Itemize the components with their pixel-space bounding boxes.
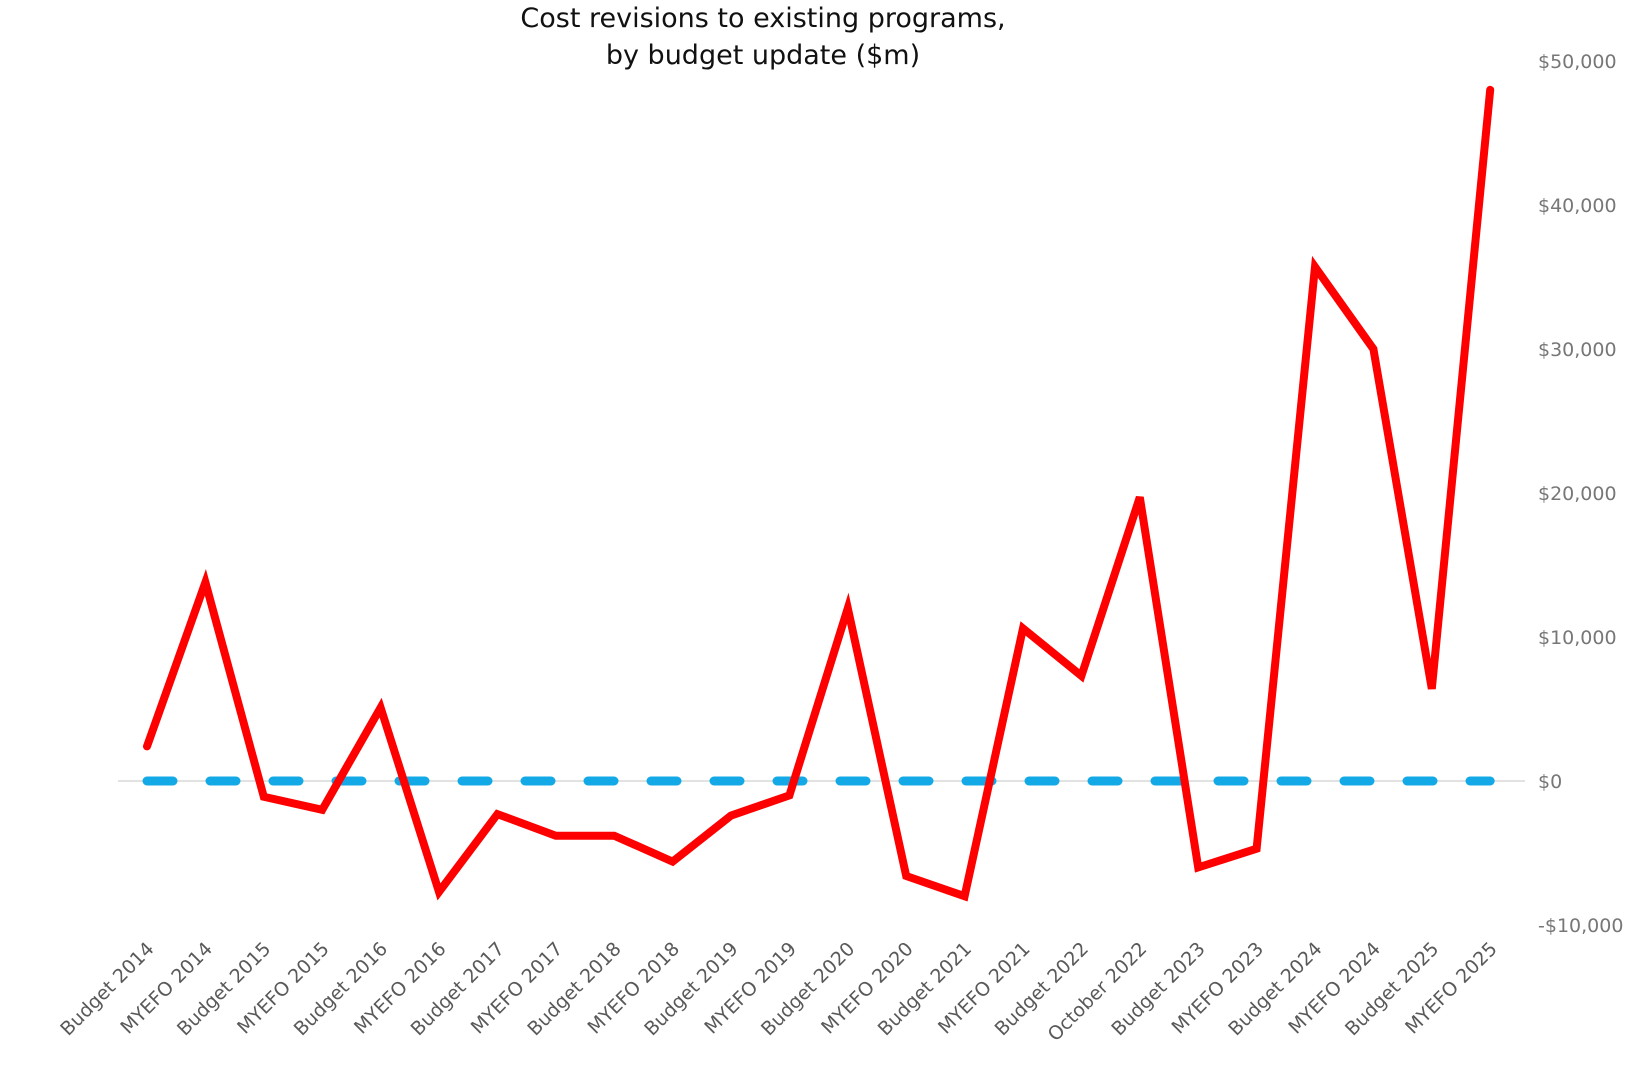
y-tick-label: $20,000 [1538, 483, 1617, 505]
y-tick-label: -$10,000 [1538, 915, 1623, 937]
y-tick-label: $10,000 [1538, 627, 1617, 649]
y-tick-label: $30,000 [1538, 339, 1617, 361]
x-tick-label: October 2022 [1044, 938, 1152, 1046]
chart-title: Cost revisions to existing programs, by … [0, 0, 1526, 74]
cost-revisions-line [143, 85, 1495, 902]
series-layer [142, 85, 1495, 902]
y-axis-labels: -$10,000 $0 $10,000 $20,000 $30,000 $40,000 $5… [1538, 51, 1623, 937]
y-tick-label: $50,000 [1538, 51, 1617, 73]
y-tick-label: $40,000 [1538, 195, 1617, 217]
chart-title-line-1: Cost revisions to existing programs, [520, 3, 1006, 34]
chart-title-line-2: by budget update ($m) [605, 40, 921, 71]
y-tick-label: $0 [1538, 771, 1562, 793]
